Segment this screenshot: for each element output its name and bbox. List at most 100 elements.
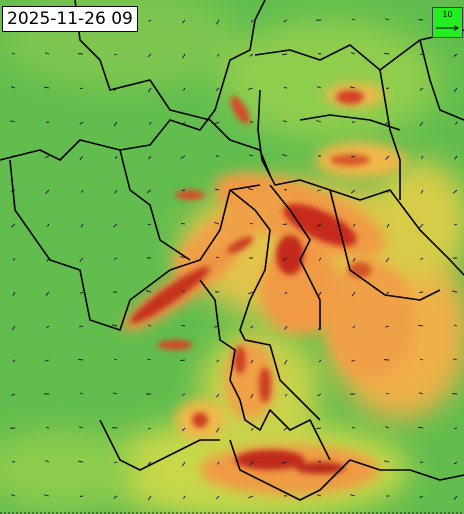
wind-arrow bbox=[250, 359, 254, 364]
wind-arrow bbox=[216, 427, 220, 433]
wind-arrow bbox=[182, 53, 186, 59]
wind-arrow bbox=[316, 120, 322, 123]
wind-arrow bbox=[11, 325, 16, 331]
wind-arrow bbox=[453, 358, 458, 361]
wind-arrow bbox=[316, 427, 322, 430]
wind-arrow bbox=[112, 324, 118, 327]
wind-arrow bbox=[11, 189, 16, 192]
wind-arrow bbox=[318, 359, 322, 363]
wind-arrow bbox=[216, 19, 220, 25]
wind-arrow bbox=[45, 426, 50, 429]
wind-arrow bbox=[350, 189, 356, 194]
wind-arrow bbox=[182, 290, 186, 293]
wind-arrow bbox=[114, 189, 118, 194]
wind-arrow bbox=[248, 291, 254, 295]
wind-arrow bbox=[419, 223, 424, 229]
wind-arrow bbox=[45, 291, 50, 297]
wind-arrow bbox=[419, 291, 424, 294]
wind-arrow bbox=[318, 291, 322, 296]
wind-arrow bbox=[248, 495, 254, 499]
wind-arrow bbox=[351, 52, 356, 55]
wind-arrow bbox=[318, 325, 322, 331]
borders bbox=[0, 0, 464, 501]
wind-arrow bbox=[420, 189, 424, 194]
wind-arrow bbox=[113, 87, 118, 91]
wind-arrow bbox=[250, 393, 254, 399]
wind-arrow bbox=[350, 494, 356, 497]
wind-scale-arrow bbox=[436, 25, 459, 31]
wind-arrow bbox=[113, 461, 118, 464]
wind-arrow bbox=[11, 494, 16, 497]
wind-arrow bbox=[386, 223, 390, 228]
timestamp: 2025-11-26 09 bbox=[2, 6, 138, 32]
wind-arrow bbox=[146, 189, 152, 194]
wind-arrow bbox=[249, 53, 254, 57]
wind-arrow bbox=[387, 189, 390, 193]
wind-arrow bbox=[113, 495, 118, 499]
wind-arrow bbox=[12, 460, 16, 463]
wind-arrow bbox=[385, 18, 390, 21]
wind-arrow bbox=[317, 494, 322, 497]
wind-arrow bbox=[11, 52, 16, 55]
wind-arrow bbox=[80, 223, 84, 228]
wind-arrow bbox=[214, 221, 220, 225]
wind-arrow bbox=[283, 427, 288, 431]
wind-arrow bbox=[419, 121, 424, 127]
wind-arrow bbox=[453, 87, 458, 93]
wind-arrow bbox=[147, 53, 152, 58]
wind-arrow bbox=[216, 53, 220, 57]
wind-arrow bbox=[46, 257, 50, 262]
wind-arrow bbox=[81, 189, 84, 193]
wind-arrow bbox=[351, 460, 356, 463]
wind-arrow bbox=[453, 189, 458, 194]
wind-arrow bbox=[385, 155, 390, 160]
wind-arrow bbox=[249, 154, 254, 157]
wind-arrow bbox=[113, 223, 118, 228]
wind-legend: 10 bbox=[432, 7, 463, 38]
wind-arrow bbox=[77, 358, 84, 361]
wind-arrow bbox=[454, 324, 458, 327]
wind-arrow bbox=[12, 359, 16, 363]
wind-arrow bbox=[213, 325, 220, 328]
wind-arrow bbox=[79, 87, 84, 90]
wind-arrow bbox=[283, 19, 288, 23]
wind-arrow bbox=[78, 460, 84, 463]
wind-arrow bbox=[217, 461, 220, 465]
wind-arrow bbox=[282, 223, 288, 225]
wind-arrow bbox=[148, 19, 152, 22]
wind-arrow bbox=[454, 223, 458, 226]
wind-arrow bbox=[180, 222, 186, 225]
wind-arrow bbox=[385, 426, 390, 429]
wind-arrow bbox=[146, 290, 152, 293]
wind-arrow bbox=[385, 392, 390, 395]
wind-arrow bbox=[147, 461, 152, 465]
wind-arrow bbox=[351, 155, 356, 158]
wind-arrow bbox=[148, 155, 152, 160]
wind-arrow bbox=[183, 495, 186, 499]
wind-arrows bbox=[9, 18, 458, 501]
wind-arrow bbox=[452, 290, 458, 293]
wind-arrow bbox=[351, 426, 356, 429]
wind-arrow bbox=[181, 189, 186, 191]
wind-arrow bbox=[114, 257, 118, 260]
wind-arrow bbox=[215, 495, 220, 500]
wind-arrow bbox=[248, 87, 254, 90]
wind-arrow bbox=[179, 359, 186, 362]
wind-arrow bbox=[250, 325, 254, 329]
wind-arrow bbox=[351, 359, 356, 362]
wind-arrow bbox=[453, 495, 458, 501]
wind-arrow bbox=[383, 460, 390, 463]
wind-arrow bbox=[282, 461, 288, 464]
wind-arrow bbox=[421, 155, 424, 159]
wind-arrow bbox=[419, 392, 424, 395]
wind-arrow bbox=[115, 155, 118, 159]
wind-arrow bbox=[453, 461, 458, 465]
wind-arrow bbox=[44, 86, 50, 89]
wind-arrow bbox=[45, 52, 50, 55]
wind-arrow bbox=[249, 461, 254, 466]
wind-arrow bbox=[113, 121, 118, 127]
wind-arrow bbox=[79, 257, 84, 263]
wind-scale-label: 10 bbox=[442, 10, 453, 19]
wind-arrow bbox=[316, 223, 322, 228]
